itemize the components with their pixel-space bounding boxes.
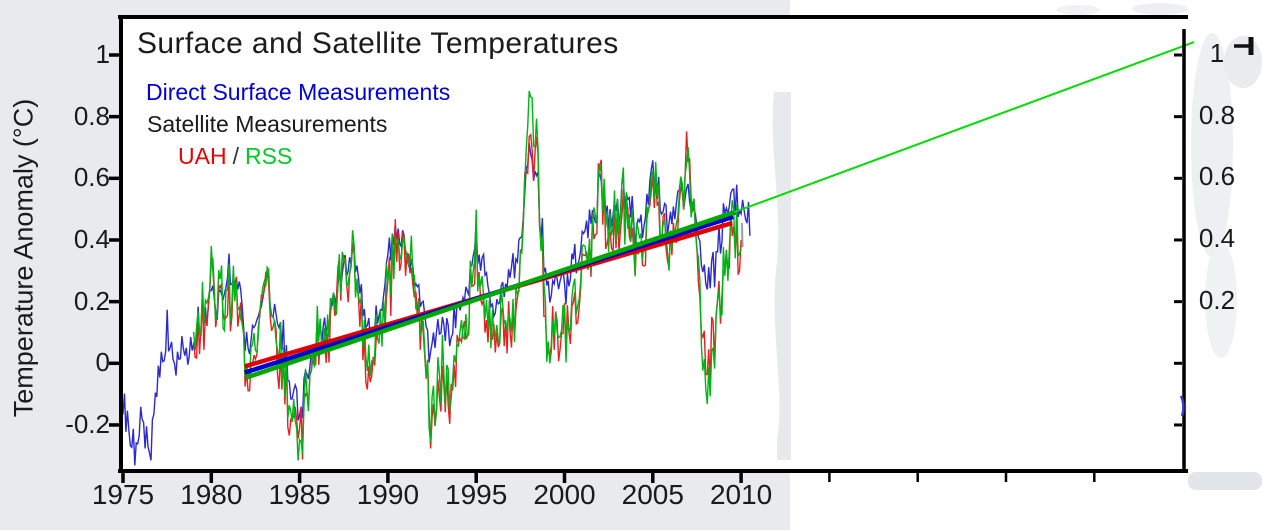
legend-uah-label: UAH <box>178 143 227 169</box>
y-axis-right-tick-label: 0.4 <box>1198 222 1236 253</box>
y-axis-right-tick-label: 0.8 <box>1198 99 1236 130</box>
series-line-satellite-rss <box>192 90 742 461</box>
axes <box>109 15 1188 483</box>
y-axis-tick-label: 0.8 <box>73 100 110 131</box>
y-axis-tick-label: 0.4 <box>73 223 110 254</box>
x-axis-tick-label: 2000 <box>533 479 596 510</box>
rss-trend <box>245 210 735 380</box>
x-axis-tick-label: 1975 <box>91 479 155 510</box>
series-line-direct-surface-measurements <box>121 143 751 466</box>
cursor-arrow-icon <box>1234 37 1254 55</box>
y-axis-tick-label: 1 <box>95 39 110 69</box>
rss-trend-extended <box>733 41 1195 214</box>
x-axis-tick-label: 2005 <box>621 479 684 510</box>
legend-rss-label: RSS <box>244 143 293 169</box>
legend-separator: / <box>232 143 239 169</box>
x-axis-tick-label: 1990 <box>356 479 420 510</box>
x-axis-tick-label: 1980 <box>180 479 243 510</box>
x-axis-tick-label: 1985 <box>268 479 331 510</box>
y-axis-tick-label: -0.2 <box>65 408 110 439</box>
smudge <box>772 92 791 460</box>
y-axis-right-tick-label: 0.2 <box>1198 284 1236 315</box>
x-axis-tick-label: 1995 <box>445 479 508 510</box>
stray-gray-mark <box>741 222 744 248</box>
smudge <box>1205 242 1237 358</box>
smudge <box>1132 3 1188 15</box>
legend-uah-rss: UAH / RSS <box>178 143 292 170</box>
smudge <box>1191 33 1233 257</box>
x-axis-tick-label: 2010 <box>709 479 773 510</box>
y-axis-tick-label: 0 <box>95 347 110 378</box>
smudge <box>1056 5 1100 15</box>
trend-lines <box>244 210 735 380</box>
y-axis-right-tick-label: 0.6 <box>1198 161 1236 192</box>
data-series-lines <box>121 90 751 466</box>
legend-satellite-measurements: Satellite Measurements <box>147 111 388 137</box>
chart-title: Surface and Satellite Temperatures <box>137 27 619 60</box>
eraser-smudges <box>772 3 1262 490</box>
y-axis-right-tick-label: 1 <box>1209 38 1225 68</box>
y-axis-tick-label: 0.6 <box>73 162 110 193</box>
legend-direct-surface-measurements: Direct Surface Measurements <box>146 79 451 105</box>
stray-blue-mark <box>1179 395 1185 417</box>
extrapolated-trend-line <box>733 41 1195 214</box>
y-axis-tick-label: 0.2 <box>73 285 110 316</box>
smudge <box>1188 472 1262 490</box>
